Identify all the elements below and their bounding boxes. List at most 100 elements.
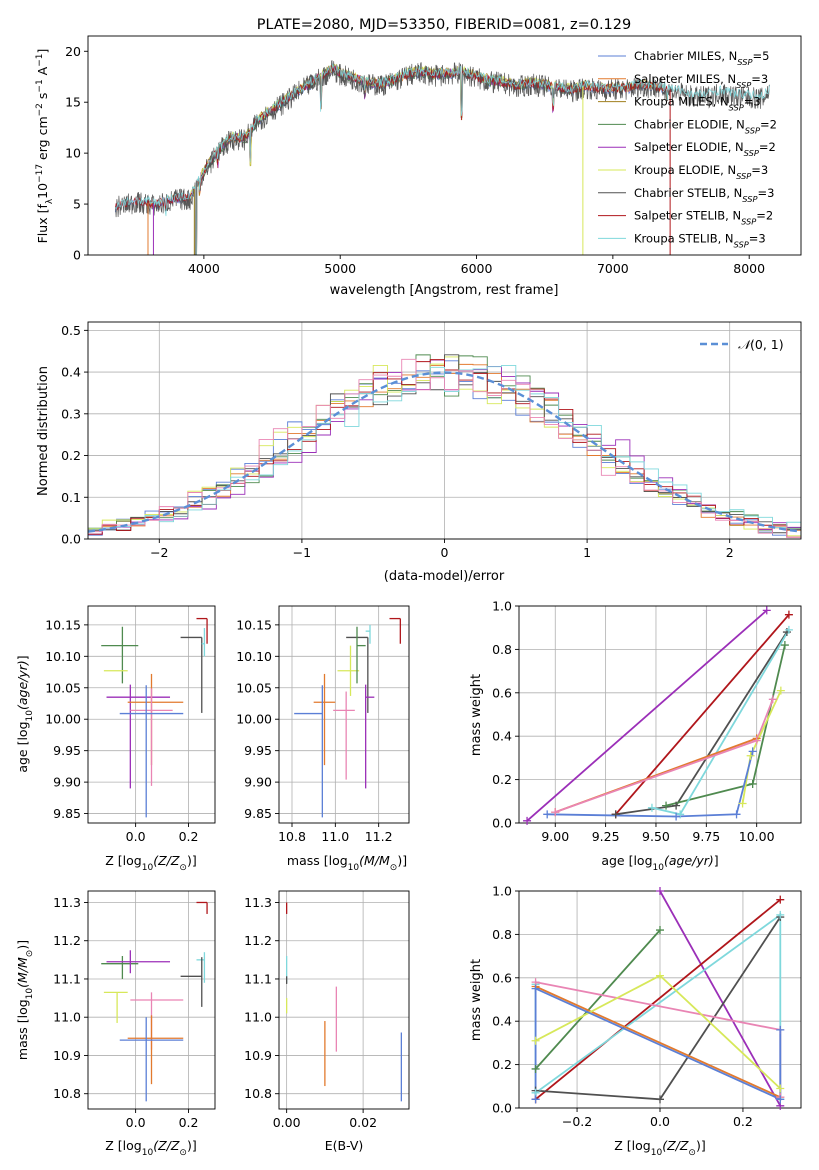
text-span: Kroupa STELIB, N: [634, 231, 734, 245]
text-span: (M/M: [359, 853, 390, 868]
point-marker: [762, 606, 771, 615]
text-span: 10: [142, 863, 154, 873]
tick-label-x: −2: [150, 545, 168, 560]
mass-weight-line: [534, 913, 782, 1100]
text-span: 10: [651, 1148, 663, 1158]
normal-reference-line: [88, 371, 801, 533]
x-axis-label: mass [log10(M/M⊙)]: [287, 853, 407, 873]
point-marker: [531, 984, 540, 993]
x-axis-label: Z [log10(Z/Z⊙)]: [105, 1138, 196, 1158]
tick-label-y: 0.2: [61, 448, 81, 463]
chart-title: PLATE=2080, MJD=53350, FIBERID=0081, z=0…: [257, 17, 631, 33]
tick-label-y: 0.3: [61, 406, 81, 421]
plot-area: [285, 902, 403, 1102]
tick-label-y: 0: [73, 248, 81, 263]
legend-entry: 𝒩(0, 1): [738, 337, 784, 352]
tick-label-y: 0.8: [492, 642, 512, 657]
y-axis-label: mass weight: [469, 959, 484, 1041]
point-marker: [543, 810, 552, 819]
tick-label-x: 1: [583, 545, 591, 560]
tick-label-y: 20: [65, 44, 81, 59]
tick-label-y: 1.0: [492, 599, 512, 614]
point-marker: [776, 686, 785, 695]
tick-label-y: 0.0: [492, 1101, 512, 1116]
text-span: −1: [35, 79, 45, 92]
tick-label-y: 0.4: [61, 365, 81, 380]
text-span: (age/yr): [664, 853, 714, 868]
text-span: ]: [15, 655, 30, 660]
axes-mass_weight_vs_Z: −0.2 0.0 0.2 0.0 0.2 0.4 0.6 0.8 1.0 Z [log10(Z/Z…: [469, 884, 802, 1158]
y-axis-label: mass weight: [469, 674, 484, 756]
tick-label-x: 10.8: [278, 829, 306, 844]
tick-label-y: 0.2: [492, 1057, 512, 1072]
text-span: mass [log: [287, 853, 348, 868]
tick-label-y: 11.0: [244, 1010, 272, 1025]
tick-label-y: 15: [65, 95, 81, 110]
tick-label-x: 11.2: [365, 829, 393, 844]
text-span: ]: [35, 49, 50, 54]
tick-label-y: 10.9: [244, 1048, 272, 1063]
point-marker: [780, 641, 789, 650]
tick-label-y: 0.6: [492, 970, 512, 985]
tick-label-x: 0.2: [179, 829, 199, 844]
text-span: =3: [751, 163, 768, 177]
x-axis-label: wavelength [Angstrom, rest frame]: [330, 283, 559, 298]
point-marker: [776, 895, 785, 904]
axes-frame: [278, 605, 410, 824]
tick-label-y: 0.6: [492, 685, 512, 700]
tick-label-x: 2: [726, 545, 734, 560]
text-span: =3: [744, 95, 761, 109]
axes-residuals: −2 −1 0 1 2 0.0 0.1 0.2 0.3 0.4 0.5 (data-model)/er…: [36, 321, 802, 584]
tick-label-y: 10.8: [53, 1086, 81, 1101]
point-marker: [662, 801, 671, 810]
tick-label-y: 1.0: [492, 884, 512, 899]
text-span: 10: [25, 710, 35, 722]
mass-weight-line: [535, 974, 781, 1090]
x-axis-label: (data-model)/error: [384, 569, 505, 584]
text-span: =3: [749, 231, 766, 245]
text-span: Kroupa MILES, N: [634, 95, 729, 109]
tick-label-y: 10.05: [45, 680, 81, 695]
tick-label-y: 10.15: [236, 617, 272, 632]
text-span: SSP: [742, 194, 757, 204]
tick-label-x: −0.2: [562, 1114, 592, 1129]
histogram-series: [88, 358, 801, 539]
tick-label-y: 9.90: [244, 775, 272, 790]
y-axis-label: Flux [fλ10−17 erg cm−2 s−1 A−1]: [35, 49, 55, 244]
text-span: ⊙: [179, 1148, 187, 1158]
mass-weight-line: [665, 644, 786, 807]
point-marker: [656, 971, 664, 980]
text-span: Salpeter MILES, N: [634, 72, 736, 86]
text-span: age [log: [15, 721, 30, 772]
text-span: (age/yr): [15, 660, 30, 710]
text-span: A: [35, 66, 50, 79]
text-span: SSP: [745, 125, 760, 135]
point-marker: [611, 810, 620, 819]
text-span: =5: [752, 49, 769, 63]
text-span: Chabrier MILES, N: [634, 49, 737, 63]
point-marker: [738, 799, 747, 808]
mass-weight-line: [615, 631, 788, 816]
tick-label-y: 10: [65, 146, 81, 161]
tick-label-y: 11.2: [53, 933, 81, 948]
tick-label-y: 11.0: [53, 1010, 81, 1025]
text-span: −2: [35, 103, 45, 116]
tick-label-y: 0.5: [61, 323, 81, 338]
x-axis-label: E(B-V): [325, 1138, 364, 1153]
text-span: SSP: [744, 148, 759, 158]
point-marker: [748, 779, 757, 788]
tick-label-y: 10.15: [45, 617, 81, 632]
point-marker: [656, 1095, 664, 1104]
tick-label-x: 9.25: [592, 829, 620, 844]
tick-label-x: 11.0: [321, 829, 349, 844]
point-marker: [748, 747, 757, 756]
text-span: (0, 1): [750, 337, 784, 352]
point-marker: [656, 926, 664, 935]
tick-label-y: 10.00: [236, 712, 272, 727]
legend-entry: Salpeter STELIB, NSSP=2: [634, 209, 773, 227]
point-marker: [746, 751, 755, 760]
axes-age_vs_mass: 10.8 11.0 11.2 9.85 9.90 9.95 10.00 10.05 10.10 1…: [236, 605, 410, 873]
text-span: ⊙: [179, 863, 187, 873]
point-marker: [656, 887, 664, 895]
axes-frame: [87, 605, 216, 824]
